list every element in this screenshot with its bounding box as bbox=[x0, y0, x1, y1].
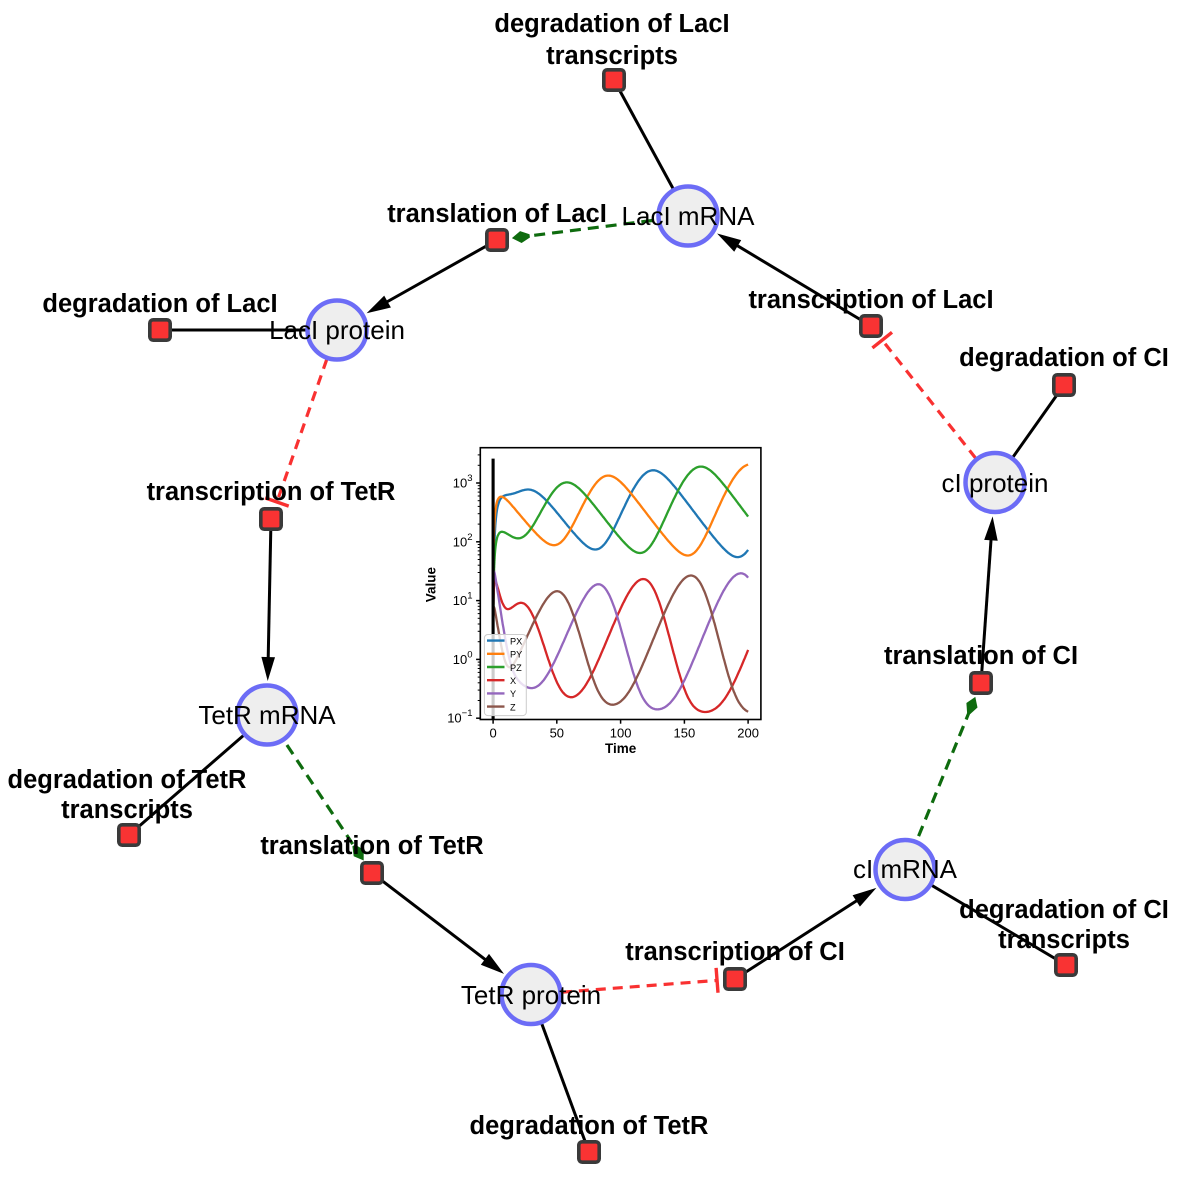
svg-text:0: 0 bbox=[489, 726, 496, 741]
svg-text:degradation of LacI: degradation of LacI bbox=[42, 290, 277, 318]
svg-text:Z: Z bbox=[510, 702, 516, 712]
svg-text:cI mRNA: cI mRNA bbox=[853, 854, 958, 884]
svg-text:X: X bbox=[510, 676, 516, 686]
svg-text:PX: PX bbox=[510, 636, 522, 646]
svg-text:transcription of LacI: transcription of LacI bbox=[748, 286, 993, 314]
svg-text:100: 100 bbox=[610, 726, 632, 741]
svg-text:Time: Time bbox=[605, 741, 637, 756]
svg-text:Value: Value bbox=[424, 566, 439, 602]
svg-text:TetR protein: TetR protein bbox=[461, 980, 601, 1010]
svg-text:150: 150 bbox=[674, 726, 696, 741]
svg-text:degradation of CI: degradation of CI bbox=[959, 896, 1169, 924]
svg-text:LacI mRNA: LacI mRNA bbox=[622, 201, 756, 231]
svg-text:200: 200 bbox=[737, 726, 759, 741]
svg-text:PY: PY bbox=[510, 650, 522, 660]
svg-text:transcription of CI: transcription of CI bbox=[625, 938, 845, 966]
svg-text:LacI protein: LacI protein bbox=[269, 315, 405, 345]
svg-text:transcripts: transcripts bbox=[998, 926, 1130, 954]
svg-text:transcription of TetR: transcription of TetR bbox=[147, 478, 396, 506]
svg-text:Y: Y bbox=[510, 689, 516, 699]
svg-text:degradation of TetR: degradation of TetR bbox=[8, 766, 247, 794]
svg-text:translation of LacI: translation of LacI bbox=[387, 200, 607, 228]
svg-text:degradation of TetR: degradation of TetR bbox=[470, 1112, 709, 1140]
svg-text:cI protein: cI protein bbox=[942, 468, 1049, 498]
svg-text:transcripts: transcripts bbox=[546, 42, 678, 70]
svg-text:TetR mRNA: TetR mRNA bbox=[198, 700, 336, 730]
svg-text:degradation of LacI: degradation of LacI bbox=[494, 10, 729, 38]
svg-text:50: 50 bbox=[550, 726, 564, 741]
svg-text:degradation of CI: degradation of CI bbox=[959, 344, 1169, 372]
svg-text:translation of TetR: translation of TetR bbox=[260, 832, 483, 860]
svg-text:transcripts: transcripts bbox=[61, 796, 193, 824]
svg-text:PZ: PZ bbox=[510, 663, 522, 673]
svg-text:translation of CI: translation of CI bbox=[884, 642, 1078, 670]
